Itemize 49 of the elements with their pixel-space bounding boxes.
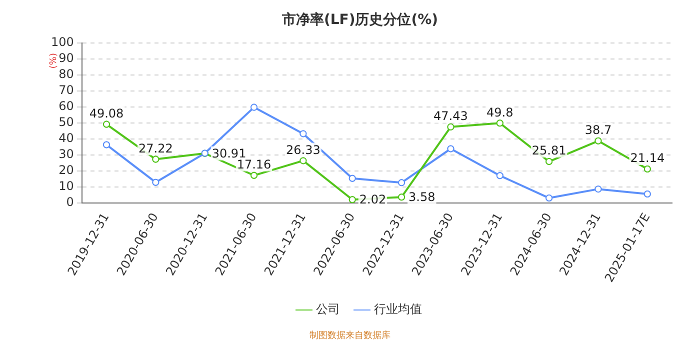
legend-label: 公司 — [316, 302, 340, 316]
point — [102, 120, 110, 128]
data-label: 49.08 — [89, 106, 124, 120]
y-tick-label: 50 — [58, 114, 74, 129]
data-label: 17.16 — [236, 158, 272, 172]
chart-title: 市净率(LF)历史分位(%) — [280, 11, 438, 28]
point — [250, 104, 258, 111]
y-tick-label: 70 — [58, 82, 74, 97]
data-label: 25.81 — [532, 144, 566, 158]
data-label: 38.7 — [584, 123, 612, 138]
y-tick-label: 20 — [58, 162, 74, 177]
point — [594, 186, 602, 193]
data-label: 3.58 — [408, 190, 436, 204]
point — [300, 157, 307, 164]
point — [546, 194, 553, 202]
point — [398, 179, 406, 186]
point — [644, 166, 651, 173]
point — [644, 190, 651, 198]
point — [348, 174, 356, 182]
data-label: 26.33 — [286, 142, 320, 157]
y-tick-label: 100 — [51, 34, 74, 49]
y-tick-label: 30 — [58, 146, 74, 161]
point — [496, 120, 504, 127]
point — [300, 130, 307, 138]
legend-label: 行业均值 — [374, 302, 422, 316]
point — [152, 156, 160, 163]
y-tick-label: 0 — [66, 194, 74, 209]
data-label: 49.8 — [486, 105, 514, 120]
point — [152, 178, 160, 186]
y-tick-label: 60 — [58, 98, 74, 113]
y-axis-title: (%) — [49, 53, 60, 69]
point — [594, 137, 602, 144]
point — [398, 194, 406, 201]
point — [250, 172, 258, 179]
text: 制图数据来自数据库 — [310, 330, 390, 341]
y-tick-label: 90 — [58, 50, 74, 65]
data-label: 2.02 — [359, 192, 386, 207]
point — [496, 172, 504, 180]
point — [447, 123, 454, 130]
data-label: 27.22 — [138, 141, 173, 156]
y-tick-label: 80 — [58, 66, 74, 81]
y-tick-label: 10 — [58, 178, 74, 193]
data-label: 30.91 — [212, 146, 246, 160]
data-label: 21.14 — [630, 151, 665, 166]
point — [447, 145, 454, 152]
point — [546, 158, 553, 166]
point — [102, 141, 110, 148]
y-tick-label: 40 — [58, 130, 74, 145]
data-label: 47.43 — [434, 109, 468, 124]
